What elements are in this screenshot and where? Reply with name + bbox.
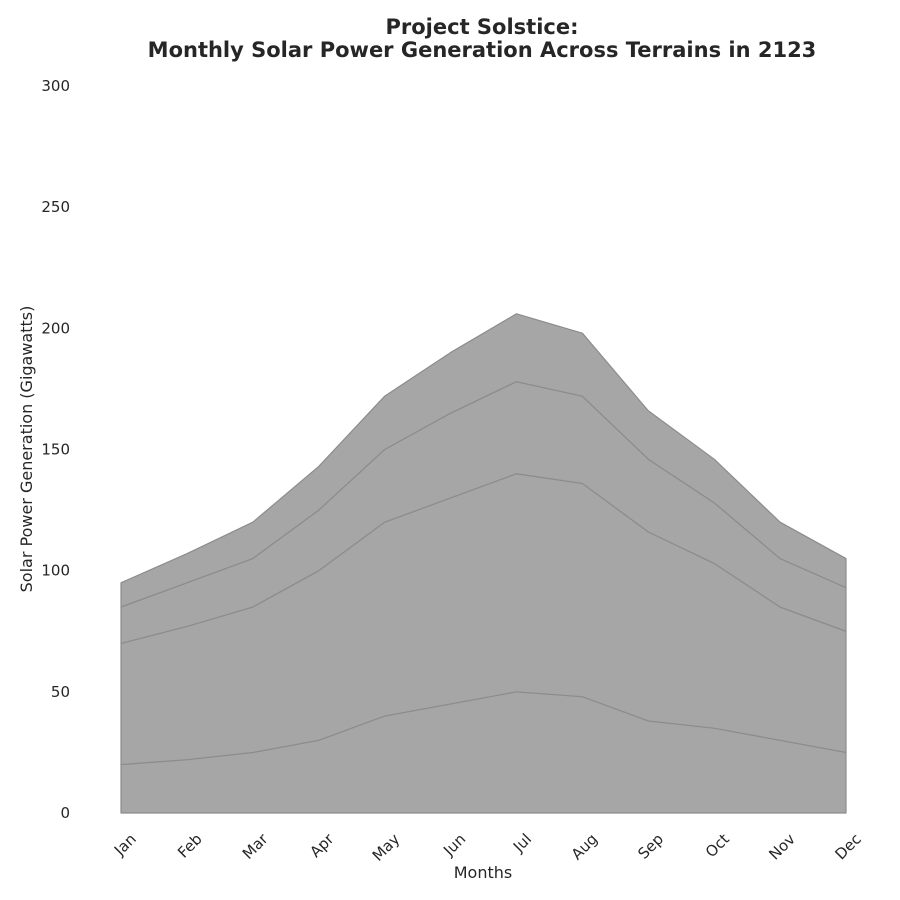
x-tick-label-sep: Sep <box>634 830 667 863</box>
y-tick-label: 100 <box>41 562 70 580</box>
x-tick-label-oct: Oct <box>702 830 733 861</box>
x-tick-label-dec: Dec <box>831 830 864 863</box>
y-tick-label: 300 <box>41 77 70 95</box>
x-axis-label: Months <box>454 863 512 882</box>
x-tick-label-nov: Nov <box>765 830 799 864</box>
y-tick-label: 250 <box>41 198 70 216</box>
x-tick-label-apr: Apr <box>306 829 338 861</box>
x-tick-label-may: May <box>369 830 404 865</box>
x-tick-label-jan: Jan <box>110 830 140 860</box>
x-tick-label-jun: Jun <box>439 830 469 860</box>
y-tick-label: 50 <box>51 683 70 701</box>
chart-title-line-2: Monthly Solar Power Generation Across Te… <box>148 38 817 62</box>
area-layer-4 <box>120 313 847 608</box>
x-tick-label-feb: Feb <box>174 830 206 862</box>
y-tick-label: 200 <box>41 319 70 337</box>
x-tick-label-mar: Mar <box>239 829 272 862</box>
y-axis-ticks: 0 50 100 150 200 250 300 <box>41 77 70 822</box>
y-axis-label: Solar Power Generation (Gigawatts) <box>17 306 36 593</box>
x-tick-label-jul: Jul <box>509 830 535 856</box>
x-axis-ticks: Jan Feb Mar Apr May Jun Jul Aug Sep Oct Nov Dec <box>110 829 865 864</box>
y-tick-label: 150 <box>41 441 70 459</box>
area-layers <box>120 313 847 814</box>
chart-title-line-1: Project Solstice: <box>386 15 579 39</box>
y-tick-label: 0 <box>60 804 70 822</box>
x-tick-label-aug: Aug <box>568 830 601 863</box>
